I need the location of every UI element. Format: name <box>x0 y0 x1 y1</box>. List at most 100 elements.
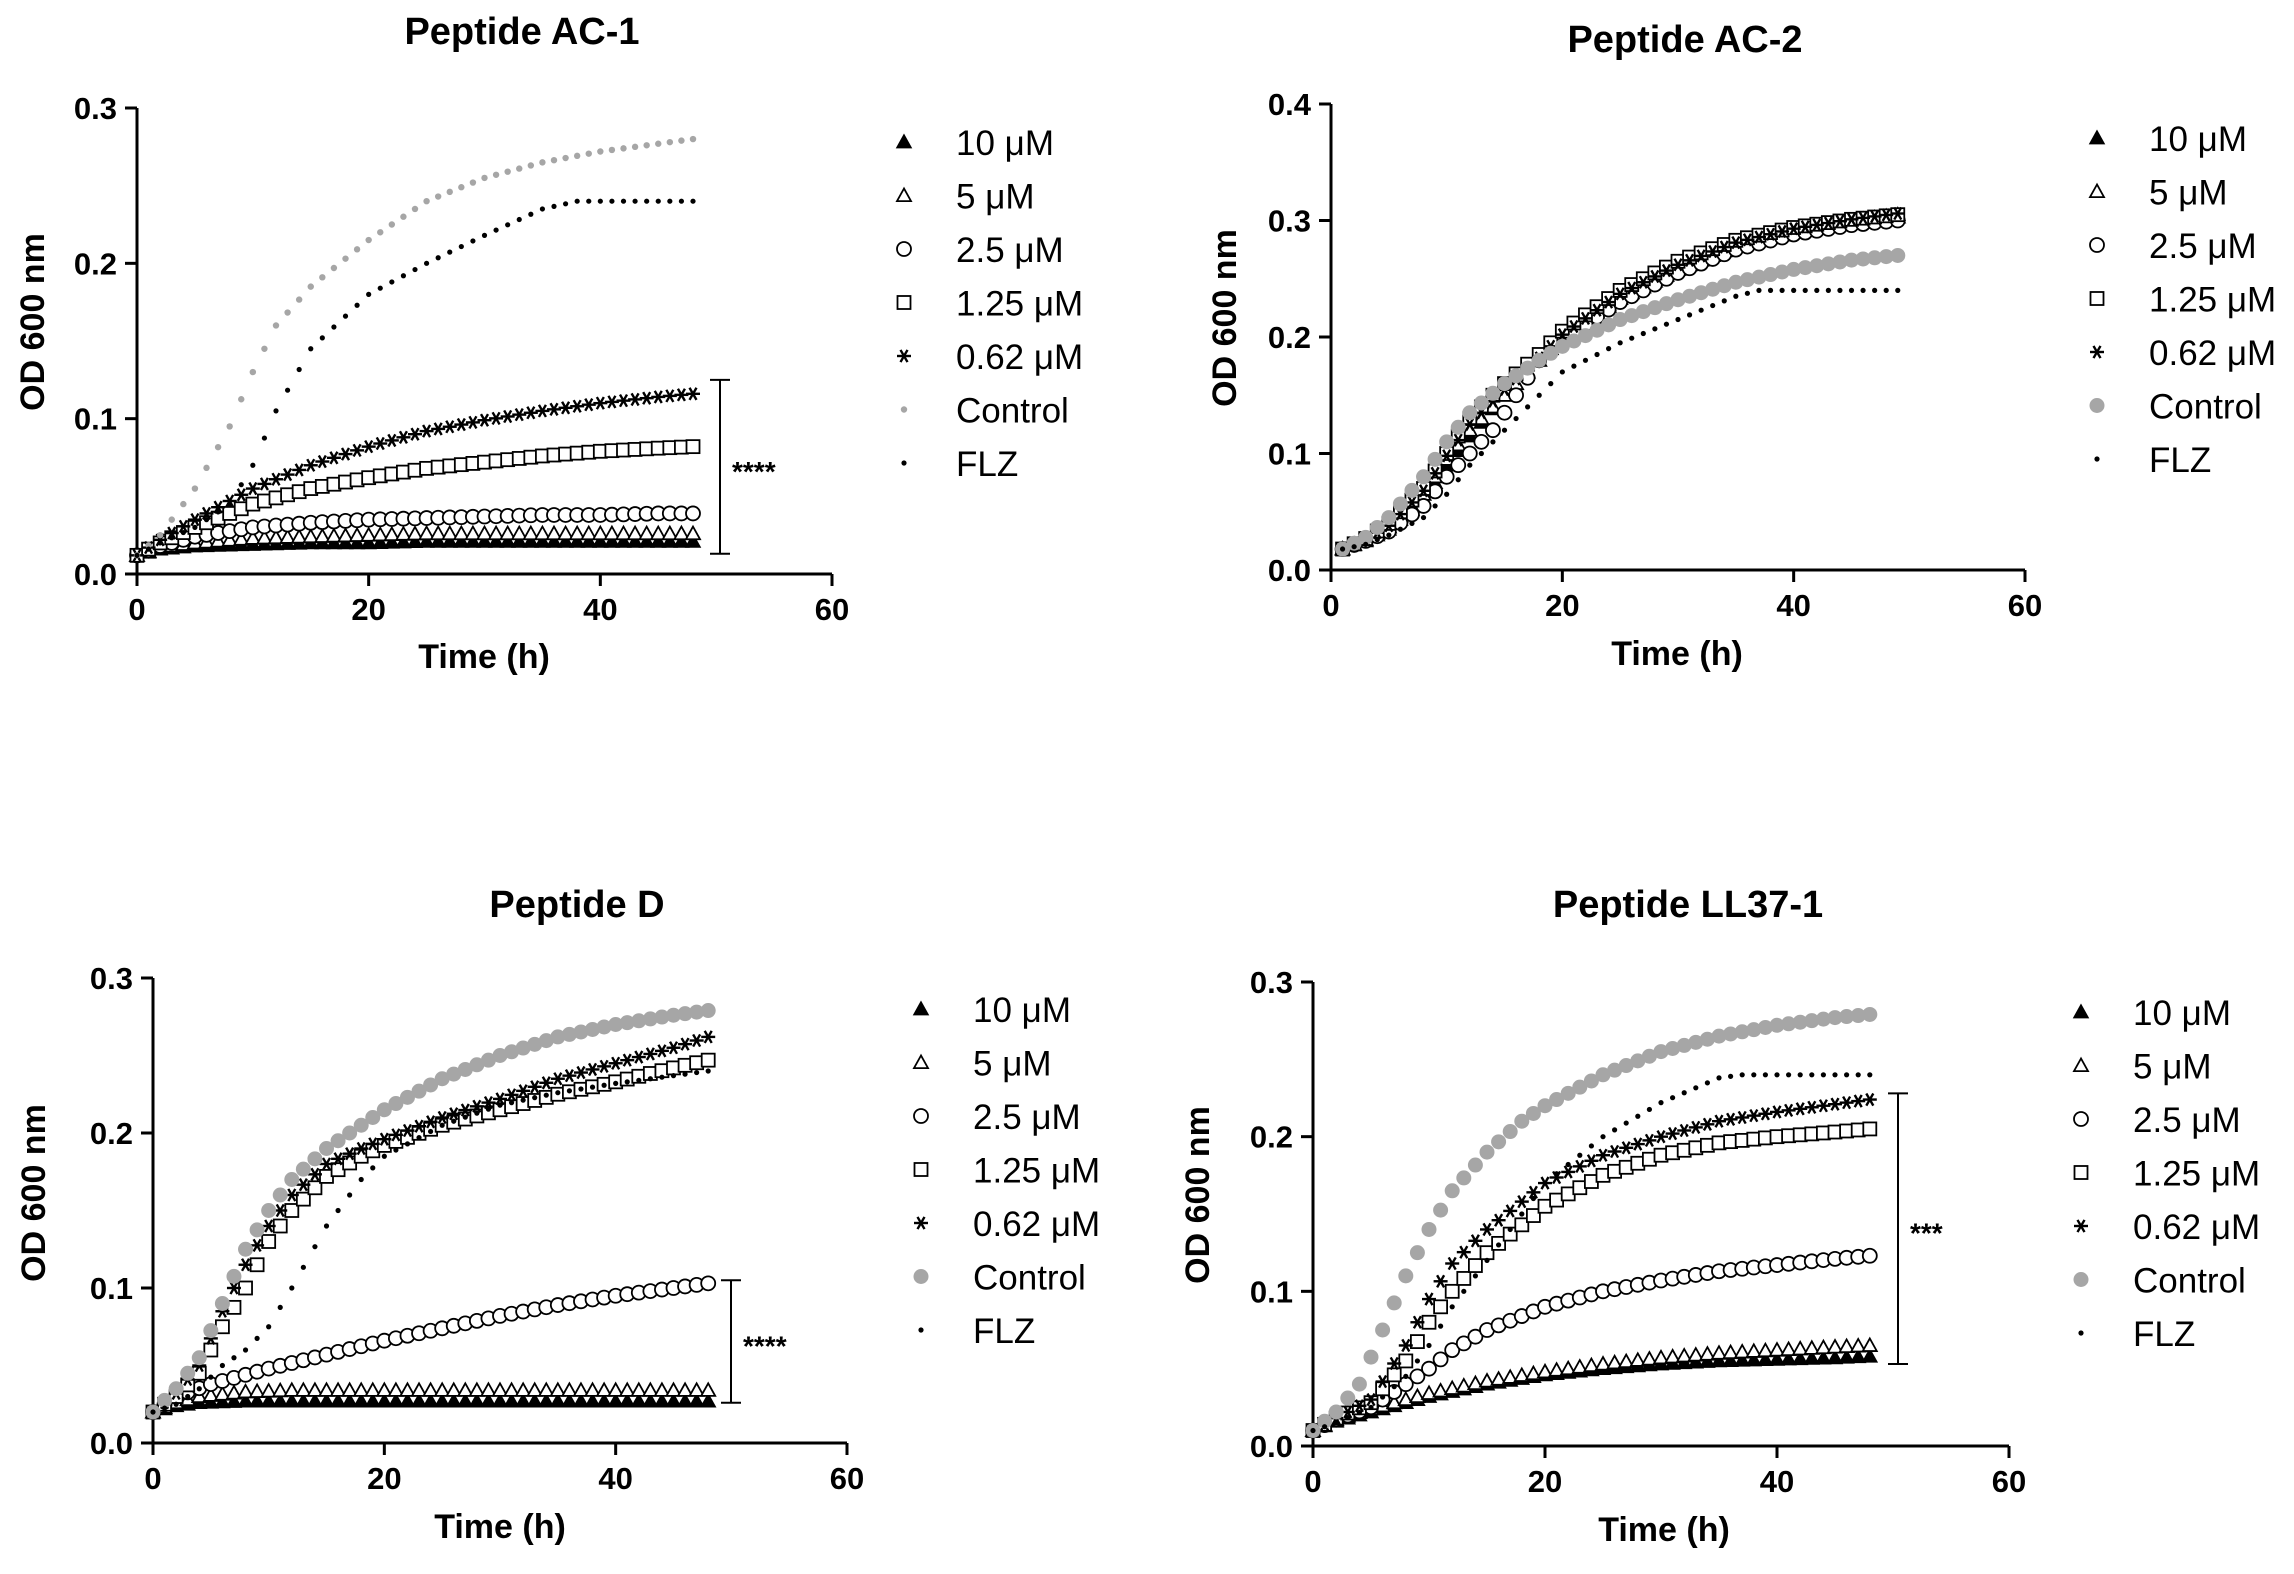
data-point-flz <box>1762 1072 1768 1078</box>
data-point-flz <box>670 1073 677 1079</box>
data-point-1-25um <box>295 1191 311 1207</box>
data-point-flz <box>543 1092 549 1098</box>
data-point-1-25um <box>913 1162 929 1177</box>
data-point-5um <box>479 1381 497 1397</box>
data-series <box>1305 1006 1878 1439</box>
data-point-5um <box>580 524 598 541</box>
data-point-10um <box>642 1392 659 1408</box>
data-series <box>129 439 701 563</box>
star-stroke <box>190 512 200 527</box>
data-point-0-62um <box>527 1080 542 1094</box>
data-point-0-62um <box>1728 235 1743 250</box>
data-point-flz <box>1484 1257 1490 1263</box>
legend-item <box>913 1269 929 1284</box>
star-stroke <box>201 506 212 521</box>
data-point-control <box>365 1110 381 1125</box>
data-point-control <box>1844 252 1859 268</box>
data-point-control <box>469 1057 485 1073</box>
data-series <box>150 1068 711 1415</box>
star-stroke <box>1644 1133 1654 1148</box>
data-point-control <box>1630 1053 1646 1069</box>
data-point-5um <box>1814 1338 1832 1355</box>
data-point-0-62um <box>408 427 422 441</box>
data-point-flz <box>447 249 453 255</box>
y-tick-label: 0.2 <box>1268 320 1311 355</box>
data-point-5um <box>688 1381 706 1397</box>
star-stroke <box>321 1157 332 1171</box>
data-point-10um <box>584 1392 601 1408</box>
star-stroke <box>495 1092 505 1106</box>
data-point-2-5um <box>1409 1368 1426 1385</box>
data-series <box>130 387 700 563</box>
data-point-5um <box>329 1381 347 1397</box>
data-point-0-62um <box>250 1238 265 1253</box>
star-stroke <box>1354 1399 1364 1413</box>
x-tick-label: 40 <box>1760 1464 1794 1499</box>
data-point-control <box>516 165 523 172</box>
x-tick-label: 40 <box>583 592 617 627</box>
star-stroke <box>1610 1144 1620 1159</box>
data-point-0-62um <box>361 439 376 454</box>
star-stroke <box>676 388 686 402</box>
x-tick-label: 0 <box>128 592 145 627</box>
data-point-control <box>1572 1079 1588 1095</box>
data-point-0-62um <box>1775 224 1790 239</box>
legend-item <box>900 406 908 413</box>
data-point-control <box>539 159 546 166</box>
data-point-control <box>608 146 616 154</box>
data-point-0-62um <box>1619 1141 1634 1155</box>
data-point-control <box>504 1044 520 1060</box>
data-point-control <box>1358 529 1374 545</box>
data-point-flz <box>1739 1072 1745 1078</box>
data-point-5um <box>661 524 679 541</box>
data-point-5um <box>248 1382 266 1398</box>
legend-label: 2.5 μM <box>2149 227 2257 266</box>
data-point-10um <box>1780 1350 1797 1366</box>
data-point-0-62um <box>1636 275 1651 289</box>
data-point-5um <box>1501 1368 1519 1384</box>
star-stroke <box>1789 221 1799 236</box>
data-point-0-62um <box>1712 1114 1726 1128</box>
data-point-flz <box>1744 290 1750 296</box>
star-stroke <box>1702 1117 1712 1131</box>
data-point-flz <box>555 1090 561 1096</box>
data-point-control <box>1340 1390 1356 1406</box>
star-stroke <box>1343 1405 1353 1419</box>
data-point-2-5um <box>2073 1111 2089 1127</box>
data-point-flz <box>1600 1134 1606 1140</box>
star-stroke <box>561 401 571 415</box>
star-stroke <box>483 1095 493 1110</box>
data-point-control <box>191 485 199 492</box>
data-point-flz <box>678 198 685 204</box>
star-stroke <box>271 472 281 486</box>
data-point-flz <box>1455 477 1461 483</box>
data-point-control <box>1804 1013 1820 1029</box>
data-point-flz <box>173 1401 179 1407</box>
data-point-control <box>1543 345 1559 361</box>
x-tick-label: 40 <box>1776 588 1810 623</box>
data-point-flz <box>1756 287 1762 293</box>
data-point-0-62um <box>1526 1185 1541 1200</box>
star-stroke <box>433 422 443 436</box>
data-point-10um <box>1826 1349 1844 1365</box>
data-point-control <box>1525 1105 1541 1121</box>
data-point-0-62um <box>1491 1213 1506 1227</box>
x-tick-label: 60 <box>815 592 849 627</box>
star-stroke <box>1407 495 1417 510</box>
data-point-0-62um <box>423 1115 438 1129</box>
data-series <box>145 1275 717 1420</box>
data-point-flz <box>1779 287 1785 293</box>
data-point-5um <box>255 529 273 545</box>
data-point-5um <box>514 1381 532 1397</box>
data-point-2-5um <box>685 505 701 522</box>
data-point-flz <box>1860 287 1866 293</box>
data-point-5um <box>626 524 644 541</box>
data-point-control <box>249 368 257 376</box>
star-stroke <box>576 1065 586 1080</box>
data-point-10um <box>626 532 644 548</box>
y-tick-label: 0.3 <box>74 91 117 126</box>
data-point-control <box>1381 510 1397 526</box>
star-stroke <box>1436 1274 1446 1288</box>
legend-item <box>912 1000 930 1016</box>
star-stroke <box>572 399 582 413</box>
